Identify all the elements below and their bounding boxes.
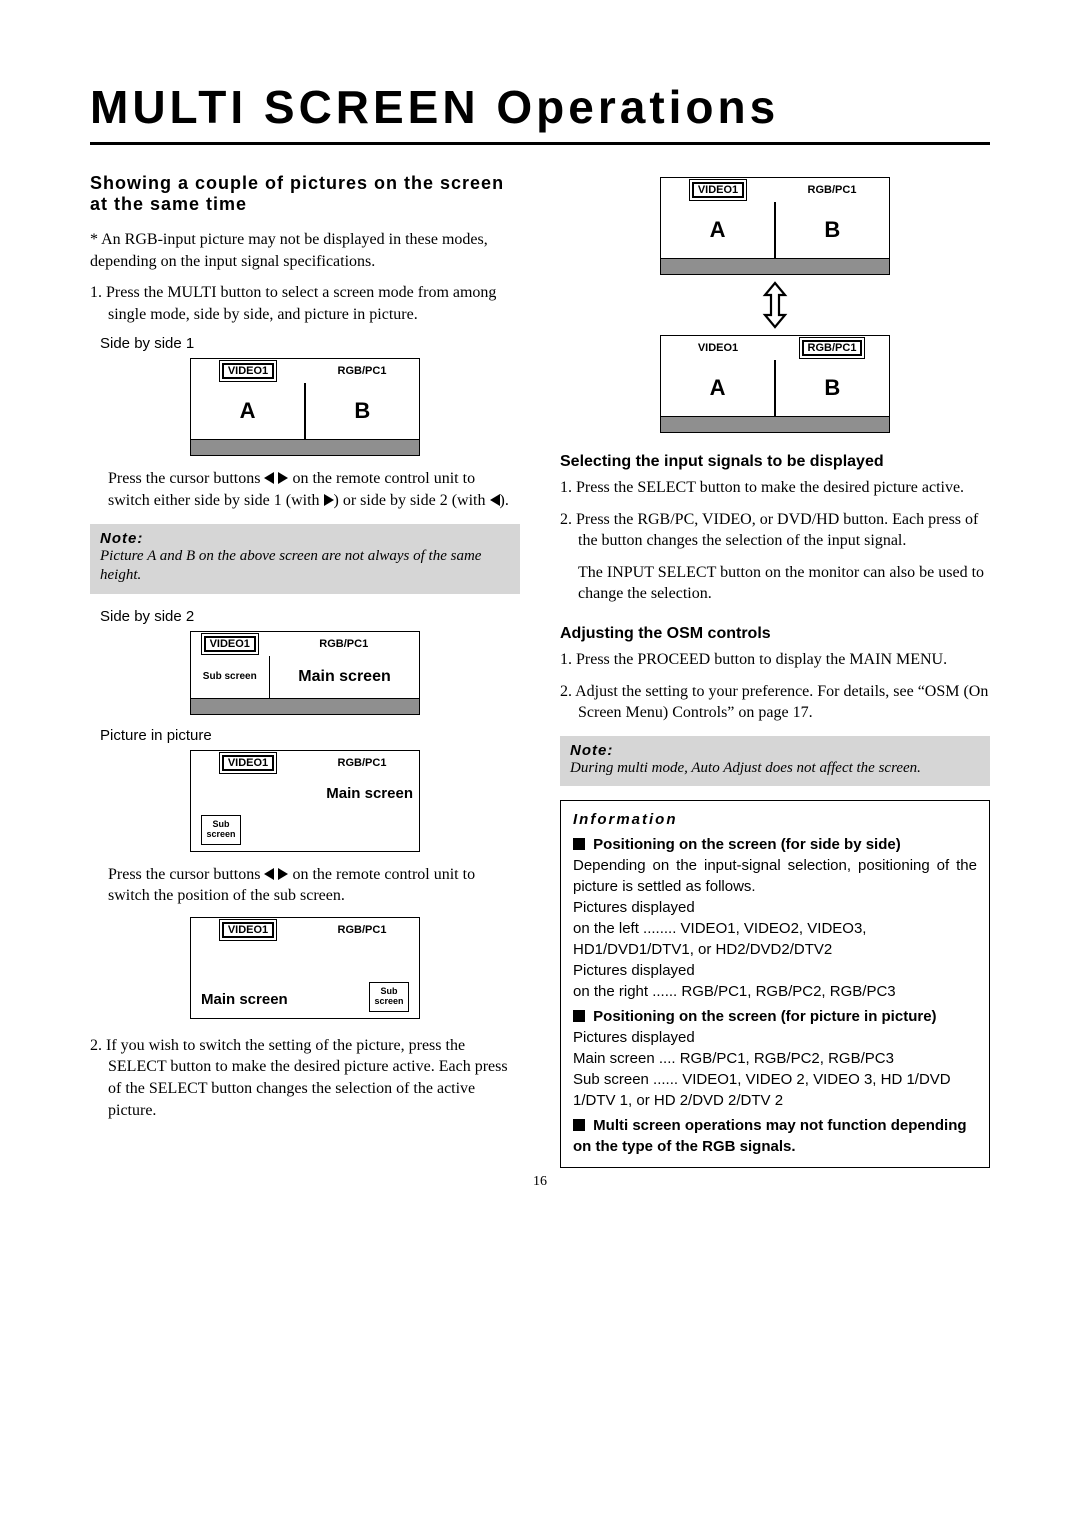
info-text: Pictures displayed [573, 1027, 977, 1048]
page-number: 16 [90, 1174, 990, 1190]
selecting-heading: Selecting the input signals to be displa… [560, 453, 990, 471]
diagram-sbs1: VIDEO1 RGB/PC1 A B [190, 358, 420, 456]
osm-heading: Adjusting the OSM controls [560, 625, 990, 643]
triangle-left-icon [264, 472, 274, 484]
note-title: Note: [100, 530, 510, 547]
src-rgbpc1: RGB/PC1 [269, 632, 419, 656]
asterisk-note: * An RGB-input picture may not be displa… [90, 229, 520, 272]
info-text: Main screen .... RGB/PC1, RGB/PC2, RGB/P… [573, 1048, 977, 1069]
triangle-left-icon [264, 868, 274, 880]
main-screen-label: Main screen [270, 656, 419, 698]
sel-step-2: 2. Press the RGB/PC, VIDEO, or DVD/HD bu… [560, 509, 990, 552]
square-bullet-icon [573, 1010, 585, 1022]
sub-screen-label: Sub screen [191, 656, 269, 698]
diagram-swap-group: VIDEO1 RGB/PC1 A B VIDEO1 [660, 177, 890, 433]
info-text: Pictures displayed [573, 960, 977, 981]
right-column: VIDEO1 RGB/PC1 A B VIDEO1 [560, 173, 990, 1168]
main-screen-label: Main screen [326, 785, 413, 802]
note-box-1: Note: Picture A and B on the above scree… [90, 524, 520, 594]
pip-caption: Picture in picture [100, 727, 520, 744]
info-sbs-title: Positioning on the screen (for side by s… [573, 834, 977, 855]
src-video1: VIDEO1 [191, 632, 269, 656]
src-rgbpc1: RGB/PC1 [305, 359, 419, 383]
osm-step-1: 1. Press the PROCEED button to display t… [560, 649, 990, 671]
left-heading: Showing a couple of pictures on the scre… [90, 173, 520, 215]
info-text: Pictures displayed [573, 897, 977, 918]
sub-screen-box: Sub screen [201, 815, 241, 845]
page-title: MULTI SCREEN Operations [90, 80, 990, 145]
diagram-pip-2: VIDEO1 RGB/PC1 Main screen Sub screen [190, 917, 420, 1019]
src-rgbpc1: RGB/PC1 [305, 918, 419, 942]
step-1: 1. Press the MULTI button to select a sc… [90, 282, 520, 325]
region-a: A [191, 383, 304, 439]
left-column: Showing a couple of pictures on the scre… [90, 173, 520, 1168]
square-bullet-icon [573, 838, 585, 850]
osm-step-2: 2. Adjust the setting to your preference… [560, 681, 990, 724]
region-b: B [776, 360, 889, 416]
sel-step-2b: The INPUT SELECT button on the monitor c… [560, 562, 990, 605]
sel-step-1: 1. Press the SELECT button to make the d… [560, 477, 990, 499]
info-text: on the right ...... RGB/PC1, RGB/PC2, RG… [573, 981, 977, 1002]
region-b: B [306, 383, 419, 439]
diagram-swap-bottom: VIDEO1 RGB/PC1 A B [660, 335, 890, 433]
information-box: Information Positioning on the screen (f… [560, 800, 990, 1168]
note-box-2: Note: During multi mode, Auto Adjust doe… [560, 736, 990, 787]
info-text: Depending on the input-signal selection,… [573, 855, 977, 897]
sbs1-caption: Side by side 1 [100, 335, 520, 352]
sbs1-press-text: Press the cursor buttons on the remote c… [90, 468, 520, 511]
triangle-left-icon [490, 494, 500, 506]
note-title: Note: [570, 742, 980, 759]
pip-press-text: Press the cursor buttons on the remote c… [90, 864, 520, 907]
swap-arrow-icon [660, 281, 890, 329]
region-a: A [661, 360, 774, 416]
src-video1: VIDEO1 [191, 918, 305, 942]
region-b: B [776, 202, 889, 258]
step-2: 2. If you wish to switch the setting of … [90, 1035, 520, 1121]
src-video1: VIDEO1 [191, 359, 305, 383]
info-text: on the left ........ VIDEO1, VIDEO2, VID… [573, 918, 977, 960]
note-body: Picture A and B on the above screen are … [100, 547, 510, 586]
triangle-right-icon [278, 868, 288, 880]
diagram-swap-top: VIDEO1 RGB/PC1 A B [660, 177, 890, 275]
src-video1: VIDEO1 [661, 336, 775, 360]
diagram-pip-1: VIDEO1 RGB/PC1 Main screen Sub screen [190, 750, 420, 852]
square-bullet-icon [573, 1119, 585, 1131]
triangle-right-icon [324, 494, 334, 506]
info-warn: Multi screen operations may not function… [573, 1115, 977, 1157]
region-a: A [661, 202, 774, 258]
src-rgbpc1: RGB/PC1 [775, 336, 889, 360]
info-pip-title: Positioning on the screen (for picture i… [573, 1006, 977, 1027]
info-text: Sub screen ...... VIDEO1, VIDEO 2, VIDEO… [573, 1069, 977, 1111]
src-video1: VIDEO1 [191, 751, 305, 775]
main-screen-label: Main screen [201, 991, 288, 1008]
note-body: During multi mode, Auto Adjust does not … [570, 759, 980, 779]
sub-screen-box: Sub screen [369, 982, 409, 1012]
diagram-sbs2: VIDEO1 RGB/PC1 Sub screen Main screen [190, 631, 420, 715]
info-title: Information [573, 809, 977, 830]
triangle-right-icon [278, 472, 288, 484]
src-rgbpc1: RGB/PC1 [305, 751, 419, 775]
sbs2-caption: Side by side 2 [100, 608, 520, 625]
src-video1: VIDEO1 [661, 178, 775, 202]
src-rgbpc1: RGB/PC1 [775, 178, 889, 202]
